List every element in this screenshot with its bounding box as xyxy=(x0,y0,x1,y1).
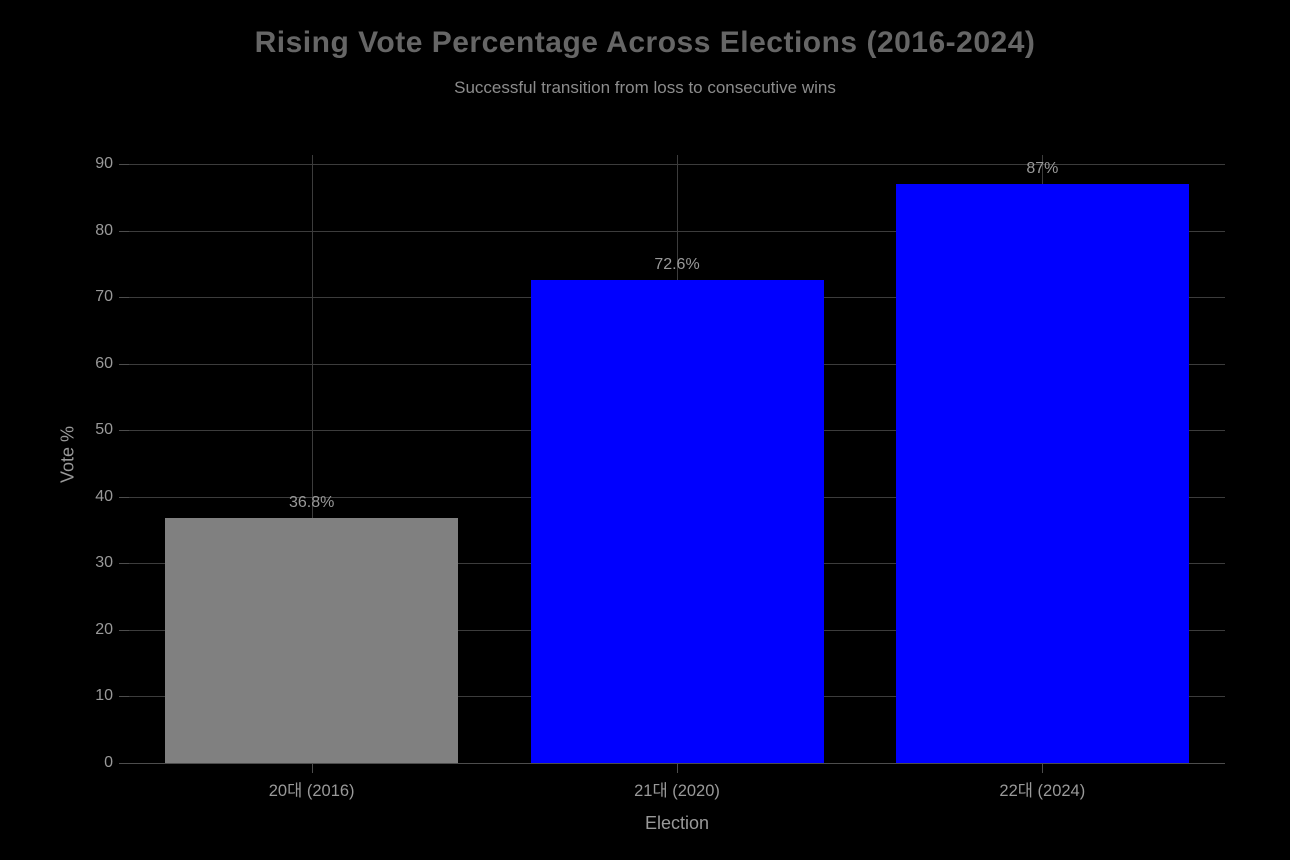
y-tick-label: 40 xyxy=(95,487,113,505)
bar-value-label: 72.6% xyxy=(654,256,700,274)
bar-value-label: 87% xyxy=(1026,160,1059,178)
x-tick-mark xyxy=(311,763,313,773)
y-tick-mark xyxy=(119,696,129,698)
y-tick-label: 80 xyxy=(95,221,113,239)
y-tick-mark xyxy=(119,230,129,232)
plot-area: 36.8% 72.6% 87% xyxy=(129,155,1225,764)
gridline-vertical xyxy=(311,155,313,763)
x-tick-mark xyxy=(1042,763,1044,773)
chart-title: Rising Vote Percentage Across Elections … xyxy=(254,26,1036,59)
x-tick-label: 22대 (2024) xyxy=(999,782,1086,800)
y-tick-mark xyxy=(119,496,129,498)
bar-3[interactable] xyxy=(895,184,1189,763)
y-tick-label: 0 xyxy=(104,754,113,771)
y-tick-mark xyxy=(119,629,129,631)
y-tick-mark xyxy=(119,763,129,764)
y-tick-mark xyxy=(119,363,129,365)
y-tick-mark xyxy=(119,563,129,565)
bar-2[interactable] xyxy=(530,280,824,763)
y-tick-label: 50 xyxy=(95,421,113,439)
chart-subtitle: Successful transition from loss to conse… xyxy=(454,78,836,97)
y-tick-label: 60 xyxy=(95,354,113,372)
x-tick-label: 21대 (2020) xyxy=(634,782,720,800)
x-tick-mark xyxy=(677,763,678,773)
y-tick-label: 20 xyxy=(95,620,113,638)
x-axis-title: Election xyxy=(644,813,710,833)
y-tick-label: 10 xyxy=(95,687,113,705)
x-tick-label: 20대 (2016) xyxy=(268,782,355,800)
y-tick-mark xyxy=(119,164,129,166)
y-tick-label: 90 xyxy=(95,155,113,173)
y-tick-mark xyxy=(119,297,129,299)
y-tick-label: 30 xyxy=(95,554,113,572)
y-axis-title: Vote % xyxy=(57,425,78,484)
y-tick-mark xyxy=(119,430,129,432)
bar-1[interactable] xyxy=(165,518,459,763)
bar-value-label: 36.8% xyxy=(288,494,335,512)
y-tick-label: 70 xyxy=(95,288,113,306)
